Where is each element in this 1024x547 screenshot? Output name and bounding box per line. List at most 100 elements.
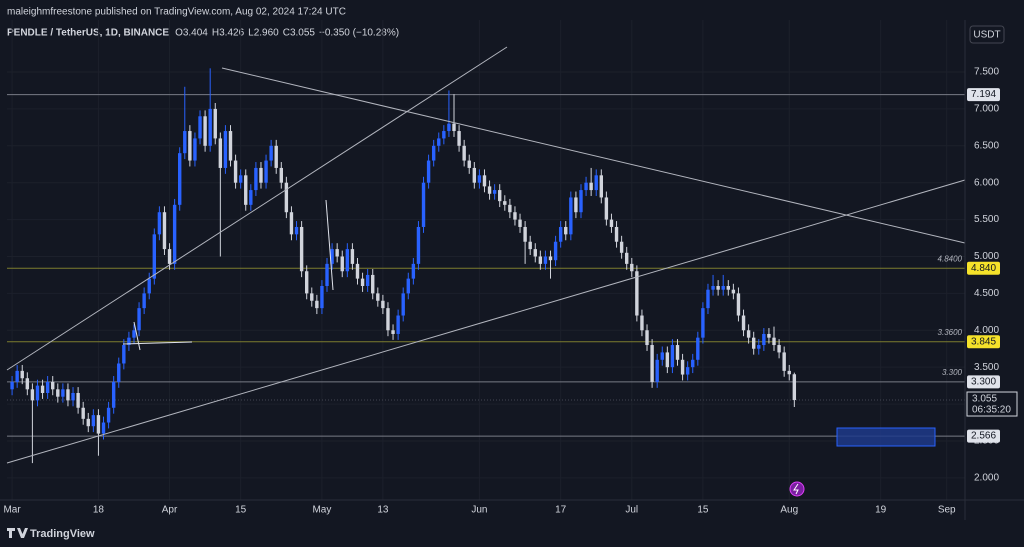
candle-body — [208, 108, 212, 146]
candle-body — [513, 212, 517, 220]
level-note: 3.3600 — [938, 328, 963, 337]
ohlc-label: C — [283, 28, 290, 39]
level-tag — [967, 429, 1000, 443]
candle-body — [696, 337, 700, 360]
candle-body — [503, 201, 507, 205]
candle-body — [71, 393, 75, 401]
alert-glyph — [793, 483, 799, 495]
candle-body — [543, 256, 548, 264]
currency-button[interactable] — [969, 25, 1005, 44]
levels: 4.8400 3.3600 3.300 — [7, 94, 965, 437]
footer-bg — [0, 520, 1024, 547]
candle-body — [492, 190, 497, 194]
candle-body — [304, 271, 309, 294]
candle-body — [640, 315, 644, 331]
candle-body — [157, 212, 162, 235]
x-tick-label: Jun — [471, 505, 487, 516]
candle-body — [467, 160, 471, 168]
candle-body — [757, 345, 761, 349]
candle-body — [315, 300, 319, 309]
level-tag — [967, 335, 1000, 349]
candle-body — [675, 345, 680, 360]
candle-body — [96, 415, 101, 434]
candle-body — [401, 293, 405, 316]
x-tick-label: 19 — [875, 505, 887, 516]
candle-body — [787, 370, 791, 375]
candle-body — [538, 256, 543, 264]
candle-body — [106, 407, 111, 423]
trendline — [122, 341, 193, 345]
candle-body — [619, 241, 624, 253]
candle-body — [371, 274, 375, 294]
x-tick-label: Sep — [938, 505, 956, 516]
candle-body — [777, 345, 781, 353]
candle-body — [76, 393, 80, 408]
candle-body — [736, 293, 741, 316]
candle-body — [172, 204, 177, 264]
x-tick-label: Apr — [162, 505, 178, 516]
candle-body — [680, 359, 685, 375]
trendline — [6, 46, 508, 371]
x-tick-label: 15 — [235, 505, 247, 516]
x-tick-label: May — [312, 505, 331, 516]
candle-body — [685, 367, 690, 375]
candle-body — [350, 249, 355, 264]
ohlc-value: 3.426 — [219, 28, 244, 39]
candle-body — [645, 330, 649, 346]
candle-body — [589, 182, 593, 191]
y-tick-label: 5.500 — [974, 214, 999, 225]
level-tag — [967, 88, 1000, 102]
candle-body — [325, 263, 329, 287]
candle-body — [508, 204, 512, 213]
axes: USDT 2.0002.5003.0003.5004.0004.5005.000… — [0, 20, 1024, 520]
y-tick-label: 5.000 — [974, 251, 999, 262]
level-label: 3.845 — [971, 336, 996, 347]
ohlc-label: L — [248, 28, 254, 39]
candle-body — [132, 330, 136, 338]
candle-body — [741, 315, 746, 331]
candle-body — [218, 138, 223, 168]
y-tick-label: 7.000 — [974, 104, 999, 115]
candle-body — [269, 145, 273, 161]
candle-body — [259, 167, 263, 183]
candle-body — [772, 337, 776, 346]
candle-body — [792, 374, 797, 401]
alert-icon[interactable] — [789, 481, 805, 497]
level-tag — [967, 375, 1000, 389]
candle-body — [625, 252, 629, 264]
candle-body — [691, 359, 695, 368]
candle-body — [762, 333, 766, 346]
x-tick-label: Mar — [3, 505, 21, 516]
currency[interactable]: USDT — [973, 30, 1000, 41]
candle-body — [706, 289, 710, 309]
candle-body — [426, 160, 431, 183]
candle-body — [81, 407, 85, 419]
candle-body — [244, 175, 248, 205]
candle-body — [711, 286, 715, 290]
candle-body — [167, 249, 172, 264]
candle-body — [701, 308, 705, 338]
change: −0.350 (−10.28%) — [319, 28, 399, 39]
candle-body — [599, 175, 604, 198]
candle-body — [289, 212, 294, 235]
candle-body — [564, 226, 568, 235]
level-note: 3.300 — [942, 368, 963, 377]
candle-body — [340, 256, 344, 272]
candle-body — [91, 415, 96, 427]
candle-body — [650, 345, 654, 382]
candle-body — [726, 286, 730, 290]
candle-body — [61, 389, 65, 397]
candle-body — [35, 385, 40, 401]
candle-body — [574, 197, 578, 213]
candle-body — [228, 131, 233, 161]
candle-body — [360, 278, 365, 287]
publisher-line: maleighmfreestone published on TradingVi… — [7, 7, 346, 18]
candle-body — [767, 333, 771, 338]
candle-body — [721, 286, 725, 290]
candle-body — [45, 381, 50, 394]
candle-body — [345, 249, 350, 272]
candle-body — [386, 308, 390, 331]
x-tick-label: Aug — [780, 505, 798, 516]
candle-body — [452, 123, 456, 132]
